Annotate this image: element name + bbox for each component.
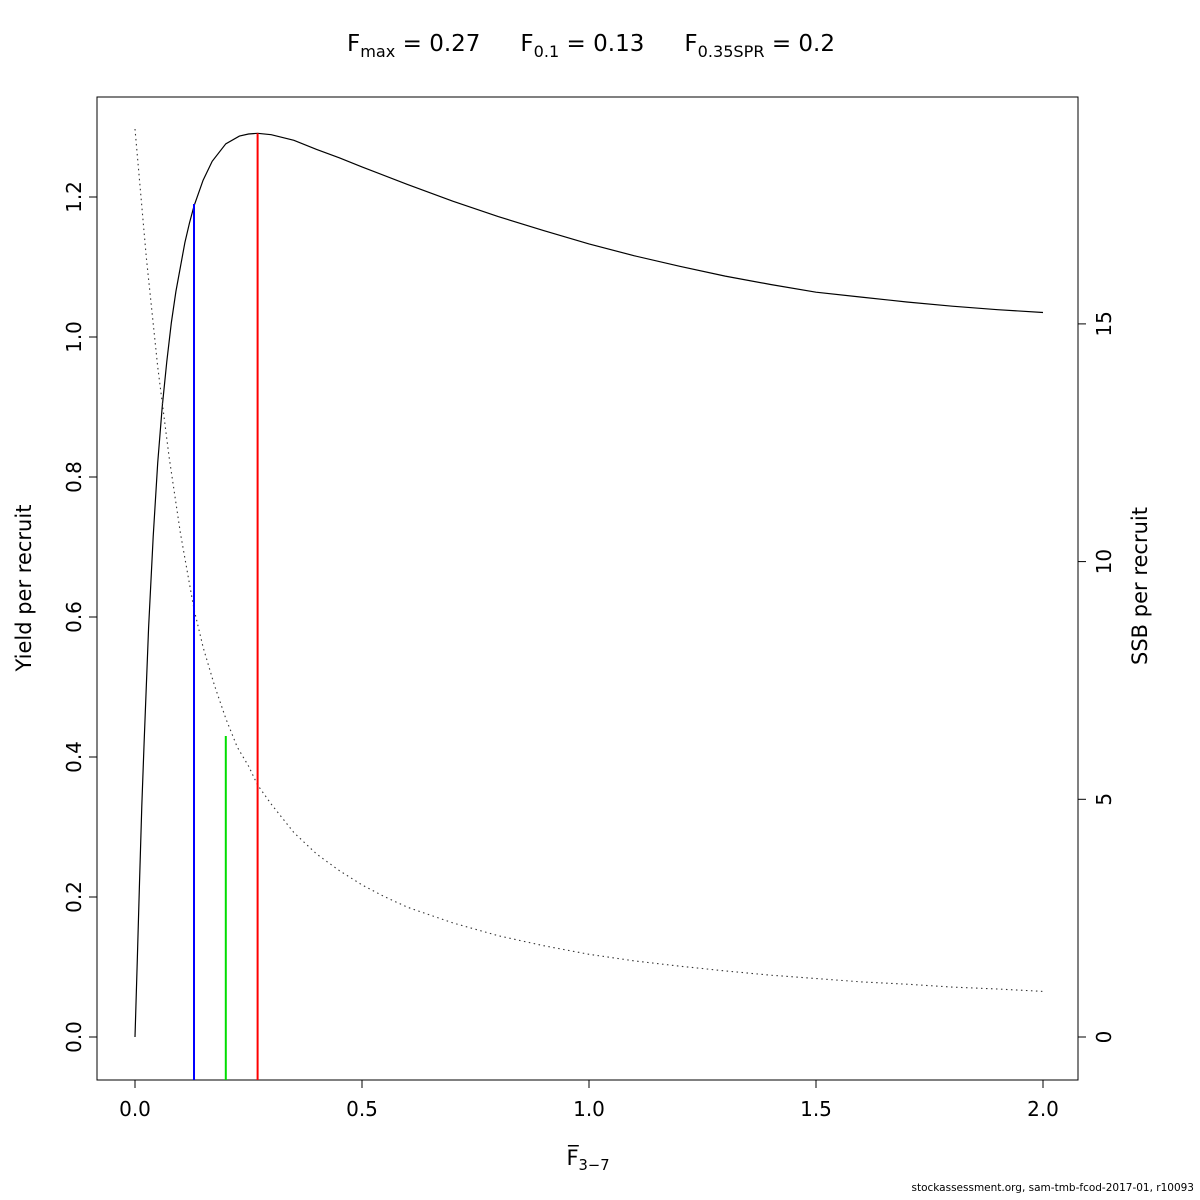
yield-per-recruit-curve bbox=[134, 132, 1044, 1038]
y-right-tick-label: 5 bbox=[1092, 793, 1116, 806]
stat-f035spr-sub: 0.35SPR bbox=[697, 41, 765, 61]
x-tick-label: 0.0 bbox=[119, 1097, 151, 1121]
y-left-tick-label: 1.0 bbox=[62, 321, 86, 353]
x-axis-label-base: F̅ bbox=[566, 1145, 579, 1170]
stat-fmax: Fmax = 0.27 bbox=[347, 31, 480, 61]
stat-f01-sub: 0.1 bbox=[533, 41, 560, 61]
y-left-tick-label: 0.8 bbox=[62, 461, 86, 493]
stat-f035spr-base: F bbox=[684, 31, 698, 58]
x-axis-label: F̅3−7 bbox=[566, 1146, 609, 1174]
x-tick-label: 1.0 bbox=[573, 1097, 605, 1121]
y-left-tick-label: 0.4 bbox=[62, 741, 86, 773]
y-right-tick-label: 10 bbox=[1092, 549, 1116, 574]
stat-f01: F0.1 = 0.13 bbox=[520, 31, 644, 61]
stat-f035spr: F0.35SPR = 0.2 bbox=[684, 31, 835, 61]
y-left-tick-label: 0.2 bbox=[62, 881, 86, 913]
stat-fmax-sub: max bbox=[360, 41, 396, 61]
stat-fmax-value: = 0.27 bbox=[395, 31, 481, 58]
x-tick-label: 0.5 bbox=[346, 1097, 378, 1121]
y-right-tick-label: 0 bbox=[1092, 1031, 1116, 1044]
footer-credit: stockassessment.org, sam-tmb-fcod-2017-0… bbox=[911, 1182, 1195, 1194]
x-tick-label: 2.0 bbox=[1027, 1097, 1059, 1121]
x-axis-label-sub: 3−7 bbox=[578, 1157, 610, 1175]
plot-title: Fmax = 0.27 F0.1 = 0.13 F0.35SPR = 0.2 bbox=[347, 31, 835, 61]
stat-f01-base: F bbox=[520, 31, 534, 58]
stat-fmax-base: F bbox=[346, 31, 361, 58]
y-left-tick-label: 0.6 bbox=[62, 601, 86, 633]
stat-f035spr-value: = 0.2 bbox=[764, 31, 836, 58]
y-left-tick-label: 0.0 bbox=[62, 1021, 86, 1053]
x-tick-label: 1.5 bbox=[800, 1097, 832, 1121]
stat-f01-value: = 0.13 bbox=[559, 31, 645, 58]
y-left-axis-label: Yield per recruit bbox=[12, 504, 36, 672]
ssb-per-recruit-curve bbox=[134, 128, 1044, 992]
y-right-tick-label: 15 bbox=[1092, 311, 1116, 336]
plot-box bbox=[96, 96, 1079, 1081]
y-left-tick-label: 1.2 bbox=[62, 181, 86, 213]
y-right-axis-label: SSB per recruit bbox=[1128, 507, 1152, 665]
